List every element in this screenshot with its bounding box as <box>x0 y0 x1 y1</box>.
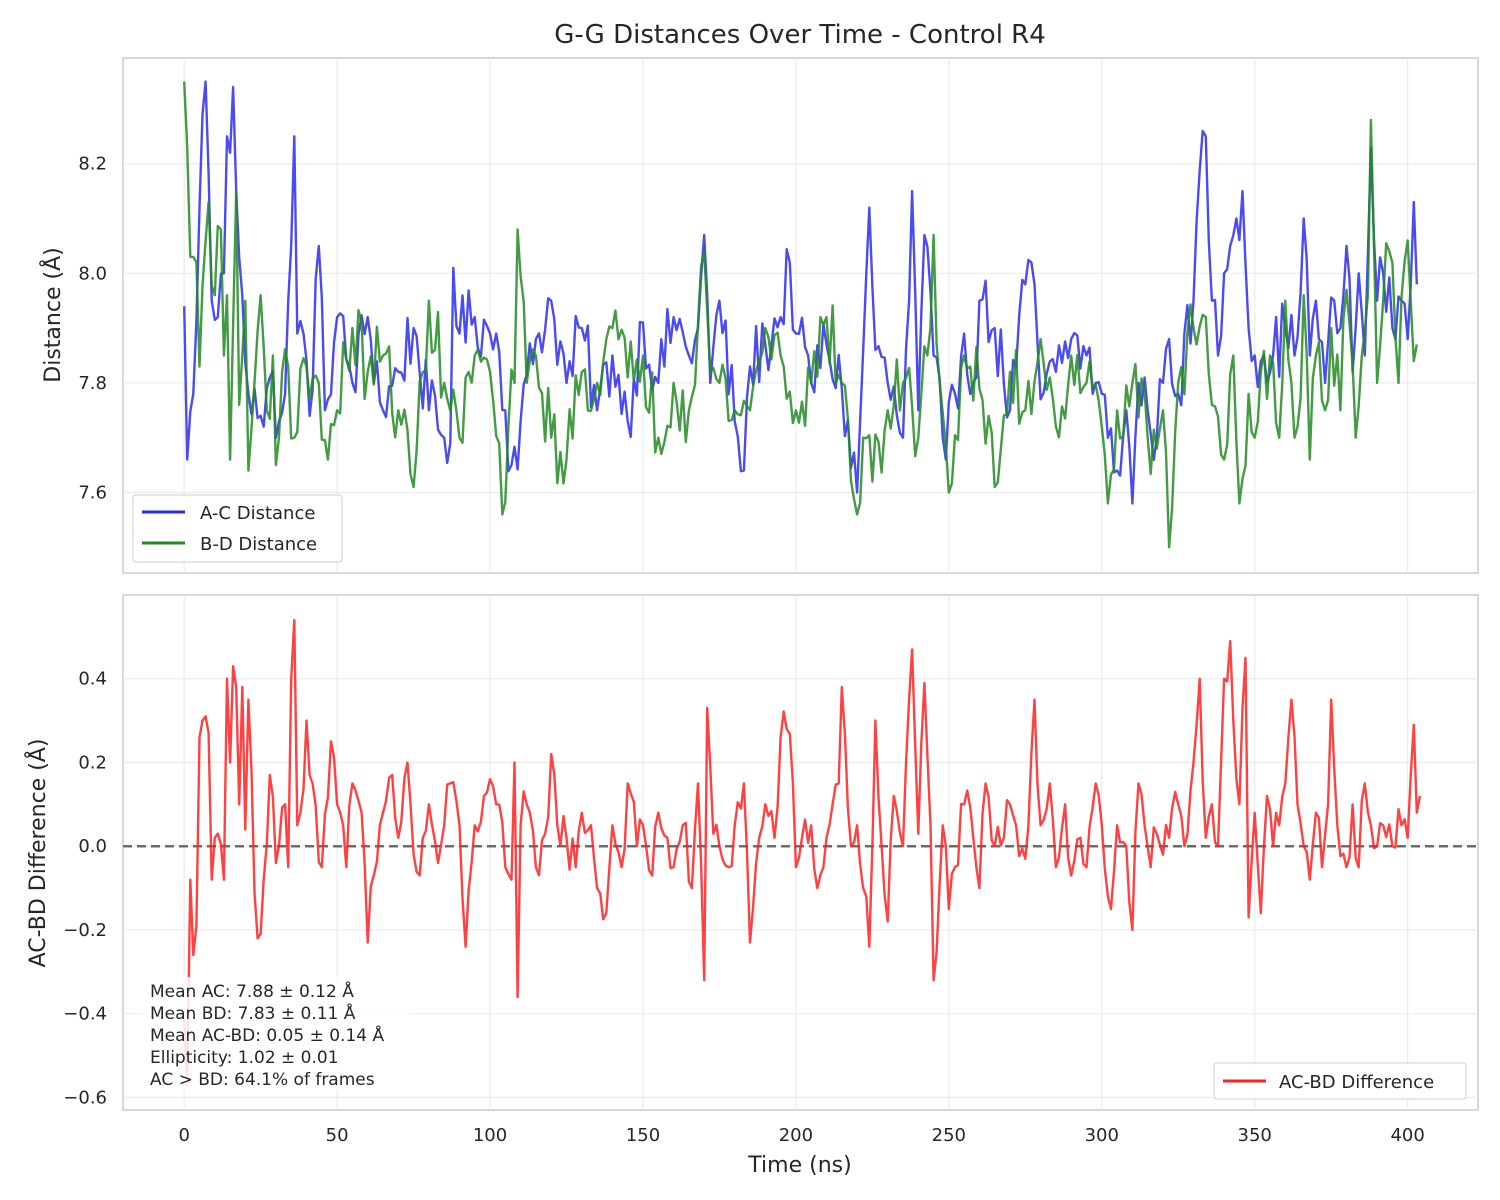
x-tick-label: 100 <box>473 1125 507 1146</box>
y-tick-label: 0.2 <box>78 752 107 773</box>
series-line-b-d-distance <box>183 81 1418 549</box>
stat-mean-diff: Mean AC-BD: 0.05 ± 0.14 Å <box>150 1024 384 1046</box>
y-tick-label: 7.6 <box>78 482 107 503</box>
stat-ac-gt-bd: AC > BD: 64.1% of frames <box>150 1070 375 1090</box>
y-tick-label: 8.2 <box>78 154 107 175</box>
x-tick-label: 50 <box>326 1125 349 1146</box>
bottom-legend-box <box>1213 1062 1467 1100</box>
top-plot-frame <box>122 57 1479 574</box>
stat-ellipticity: Ellipticity: 1.02 ± 0.01 <box>150 1048 339 1068</box>
x-tick-label: 300 <box>1085 1125 1119 1146</box>
legend-label-bd: B-D Distance <box>200 534 317 555</box>
bottom-y-axis-label: AC-BD Difference (Å) <box>24 739 51 968</box>
stat-mean-ac: Mean AC: 7.88 ± 0.12 Å <box>150 980 354 1002</box>
stats-annotation-box <box>142 977 410 1090</box>
bottom-plot-tick-labels: 0 50 100 150 200 250 300 350 400 −0.6 −0.4 −0.2 0.0 0… <box>63 669 1425 1146</box>
top-plot-series <box>183 80 1418 549</box>
x-axis-label: Time (ns) <box>747 1153 851 1178</box>
y-tick-label: 8.0 <box>78 263 107 284</box>
y-tick-label: 0.4 <box>78 669 107 690</box>
stat-mean-bd: Mean BD: 7.83 ± 0.11 Å <box>150 1002 356 1024</box>
figure-title: G-G Distances Over Time - Control R4 <box>554 20 1046 50</box>
top-plot-grid <box>123 58 1478 573</box>
x-tick-label: 0 <box>178 1125 189 1146</box>
x-tick-label: 150 <box>626 1125 660 1146</box>
y-tick-label: −0.2 <box>63 920 107 941</box>
series-line-a-c-distance <box>183 80 1418 505</box>
bottom-plot-series <box>183 618 1422 1087</box>
x-tick-label: 200 <box>779 1125 813 1146</box>
top-y-axis-label: Distance (Å) <box>39 247 66 382</box>
bottom-plot-legend: AC-BD Difference <box>1213 1062 1467 1100</box>
legend-label-diff: AC-BD Difference <box>1279 1072 1434 1093</box>
series-line-ac-bd-difference <box>183 618 1422 1087</box>
x-tick-label: 250 <box>932 1125 966 1146</box>
x-tick-label: 400 <box>1390 1125 1424 1146</box>
x-tick-label: 350 <box>1238 1125 1272 1146</box>
y-tick-label: 7.8 <box>78 373 107 394</box>
y-tick-label: 0.0 <box>78 836 107 857</box>
y-tick-label: −0.6 <box>63 1087 107 1108</box>
top-plot-legend: A-C Distance B-D Distance <box>132 494 343 563</box>
y-tick-label: −0.4 <box>63 1004 107 1025</box>
top-legend-box <box>132 494 343 563</box>
legend-label-ac: A-C Distance <box>200 503 315 524</box>
top-plot-tick-labels: 7.6 7.8 8.0 8.2 <box>78 154 107 504</box>
stats-annotation: Mean AC: 7.88 ± 0.12 Å Mean BD: 7.83 ± 0… <box>142 977 410 1090</box>
top-plot-panel: 7.6 7.8 8.0 8.2 Distance (Å) A-C Distance B… <box>39 57 1479 574</box>
bottom-plot-panel: 0 50 100 150 200 250 300 350 400 −0.6 −0.4 −0.2 0.0 0… <box>24 594 1479 1178</box>
